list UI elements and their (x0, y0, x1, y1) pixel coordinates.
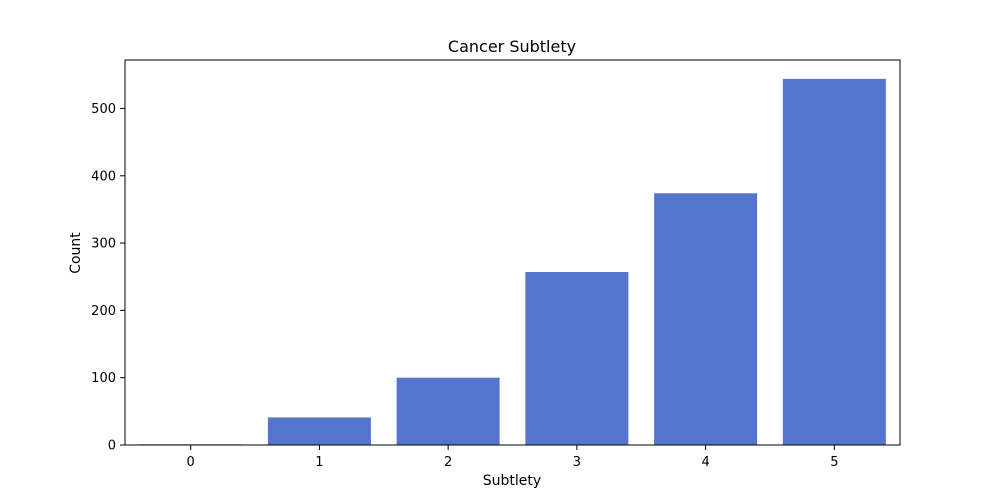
plot-frame (124, 59, 901, 446)
x-tick-label-0: 0 (187, 455, 195, 470)
x-tick-label-4: 4 (701, 455, 709, 470)
y-tick-label-200: 200 (91, 304, 116, 319)
y-tick-label-400: 400 (91, 169, 116, 184)
x-tick-label-3: 3 (573, 455, 581, 470)
x-axis-title: Subtlety (483, 473, 541, 489)
y-axis-title: Count (68, 232, 84, 274)
bar-3 (525, 272, 629, 445)
y-tick-label-300: 300 (91, 237, 116, 252)
x-tick-label-1: 1 (315, 455, 323, 470)
bar-5 (782, 78, 886, 445)
bar-2 (396, 377, 500, 445)
y-tick-label-0: 0 (108, 439, 116, 454)
y-tick-label-500: 500 (91, 102, 116, 117)
y-axis: 0 100 200 300 400 500 (91, 102, 125, 454)
y-tick-label-100: 100 (91, 371, 116, 386)
bar-4 (654, 193, 758, 445)
x-tick-label-2: 2 (444, 455, 452, 470)
bar-1 (267, 417, 371, 445)
x-axis: 0 1 2 3 4 5 (187, 445, 838, 470)
bars-layer (139, 78, 886, 445)
x-tick-label-5: 5 (830, 455, 838, 470)
chart-title: Cancer Subtlety (448, 37, 576, 56)
